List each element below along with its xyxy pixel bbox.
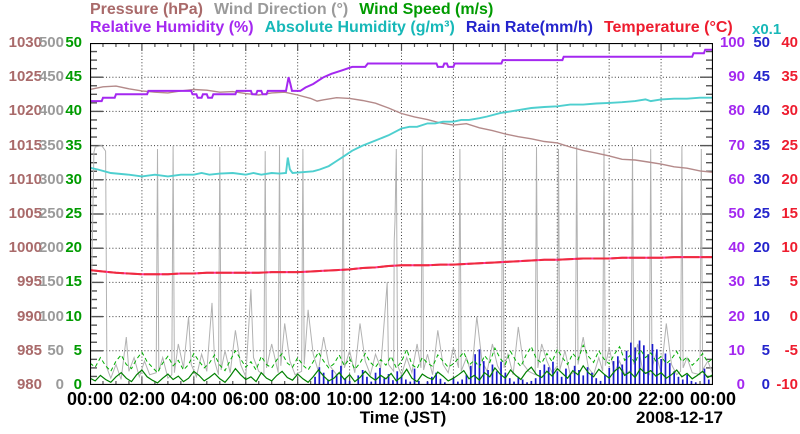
tick-label: 1015 (8, 136, 42, 154)
axis-ticks-wind-direction: 500 450 400 350 300 250 200 150 100 50 0 (38, 0, 64, 434)
tick-label: 40 (65, 102, 82, 120)
tick-label: -10 (776, 376, 798, 393)
tick-label: 20 (753, 239, 770, 257)
x-tick-label: 16:00 (482, 389, 529, 409)
tick-label: 1020 (8, 102, 42, 120)
x-tick-label: 08:00 (274, 389, 321, 409)
tick-label: 0 (55, 376, 64, 393)
tick-label: 250 (38, 205, 64, 222)
tick-label: 450 (38, 68, 64, 86)
tick-label: 5 (761, 341, 770, 359)
tick-label: 25 (781, 136, 798, 154)
tick-label: 500 (38, 34, 64, 51)
tick-label: 0 (736, 376, 745, 393)
tick-label: 1010 (8, 170, 42, 188)
tick-label: 30 (781, 102, 798, 120)
tick-label: 10 (781, 239, 798, 257)
x-tick-label: 00:00 (689, 389, 737, 409)
x-tick-label: 00:00 (66, 389, 114, 409)
tick-label: 5 (789, 273, 798, 291)
x-tick-label: 20:00 (586, 389, 633, 409)
tick-label: 40 (781, 34, 798, 51)
axis-ticks-pressure: 1030 1025 1020 1015 1010 1005 1000 995 990 985 980 (5, 0, 42, 434)
tick-label: 1000 (8, 239, 42, 257)
tick-label: 1005 (8, 205, 42, 222)
tick-label: 35 (65, 136, 82, 154)
tick-label: 30 (753, 170, 770, 188)
tick-label: 10 (753, 307, 770, 325)
tick-label: 50 (728, 205, 745, 222)
tick-label: 40 (753, 102, 770, 120)
x-tick-label: 02:00 (118, 389, 165, 409)
tick-label: 80 (728, 102, 745, 120)
tick-label: 985 (16, 341, 42, 359)
tick-label: 20 (728, 307, 745, 325)
legend-wind-speed: Wind Speed (m/s) (359, 1, 494, 18)
legend-rain-rate: Rain Rate(mm/h) (465, 19, 593, 36)
tick-label: 10 (728, 341, 745, 359)
tick-label: 200 (38, 239, 64, 257)
x-tick-label: 10:00 (326, 389, 373, 409)
tick-label: 5 (73, 341, 82, 359)
axis-ticks-wind-speed: 50 45 40 35 30 25 20 15 10 5 0 (64, 0, 82, 434)
plot-area (90, 43, 713, 385)
x-tick-label: 18:00 (534, 389, 581, 409)
scale-note-x0-1: x0.1 (752, 21, 782, 38)
x-axis-date: 2008-12-17 (636, 408, 723, 427)
tick-label: 400 (38, 102, 64, 120)
tick-label: 995 (16, 273, 42, 291)
tick-label: 30 (728, 273, 745, 291)
tick-label: 90 (728, 68, 745, 86)
tick-label: 50 (65, 34, 82, 51)
legend-row-2: Relative Humidity (%) Absolute Humidity (… (90, 19, 744, 37)
tick-label: 35 (753, 136, 770, 154)
tick-label: 15 (781, 205, 798, 222)
tick-label: 45 (753, 68, 770, 86)
tick-label: 0 (73, 376, 82, 393)
tick-label: 0 (761, 376, 770, 393)
tick-label: 20 (65, 239, 82, 257)
x-axis-label: Time (JST) (359, 408, 447, 427)
tick-label: 60 (728, 170, 745, 188)
tick-label: 70 (728, 136, 745, 154)
tick-label: 25 (753, 205, 770, 222)
tick-label: 350 (38, 136, 64, 154)
x-tick-label: 04:00 (170, 389, 217, 409)
tick-label: 100 (38, 307, 64, 325)
tick-label: 10 (65, 307, 82, 325)
tick-label: 0 (789, 307, 798, 325)
tick-label: 15 (753, 273, 770, 291)
axis-ticks-relative-humidity: 100 90 80 70 60 50 40 30 20 10 0 (718, 0, 745, 434)
tick-label: 50 (753, 34, 770, 51)
tick-label: 300 (38, 170, 64, 188)
tick-label: 25 (65, 205, 82, 222)
tick-label: 990 (16, 307, 42, 325)
tick-label: 100 (719, 34, 745, 51)
legend-relative-humidity: Relative Humidity (%) (90, 19, 254, 36)
tick-label: 45 (65, 68, 82, 86)
tick-label: 30 (65, 170, 82, 188)
axis-ticks-temperature: 40 35 30 25 20 15 10 5 0 -5 -10 (773, 0, 798, 434)
x-tick-label: 22:00 (638, 389, 685, 409)
tick-label: 980 (16, 376, 42, 393)
x-tick-label: 12:00 (378, 389, 425, 409)
axis-ticks-rain-rate: 50 45 40 35 30 25 20 15 10 5 0 (748, 0, 770, 434)
legend-pressure: Pressure (hPa) (90, 1, 203, 18)
legend-row-1: Pressure (hPa) Wind Direction (°) Wind Spe… (90, 1, 504, 19)
tick-label: 35 (781, 68, 798, 86)
legend-temperature: Temperature (°C) (603, 19, 733, 36)
tick-label: 20 (781, 170, 798, 188)
tick-label: 40 (728, 239, 745, 257)
tick-label: -5 (784, 341, 798, 359)
x-tick-label: 06:00 (222, 389, 269, 409)
tick-label: 1030 (8, 34, 42, 51)
x-tick-label: 14:00 (430, 389, 477, 409)
tick-label: 1025 (8, 68, 42, 86)
tick-label: 15 (65, 273, 82, 291)
legend-wind-direction: Wind Direction (°) (213, 1, 349, 18)
tick-label: 150 (38, 273, 64, 291)
tick-label: 50 (47, 341, 64, 359)
legend-absolute-humidity: Absolute Humidity (g/m³) (264, 19, 455, 36)
